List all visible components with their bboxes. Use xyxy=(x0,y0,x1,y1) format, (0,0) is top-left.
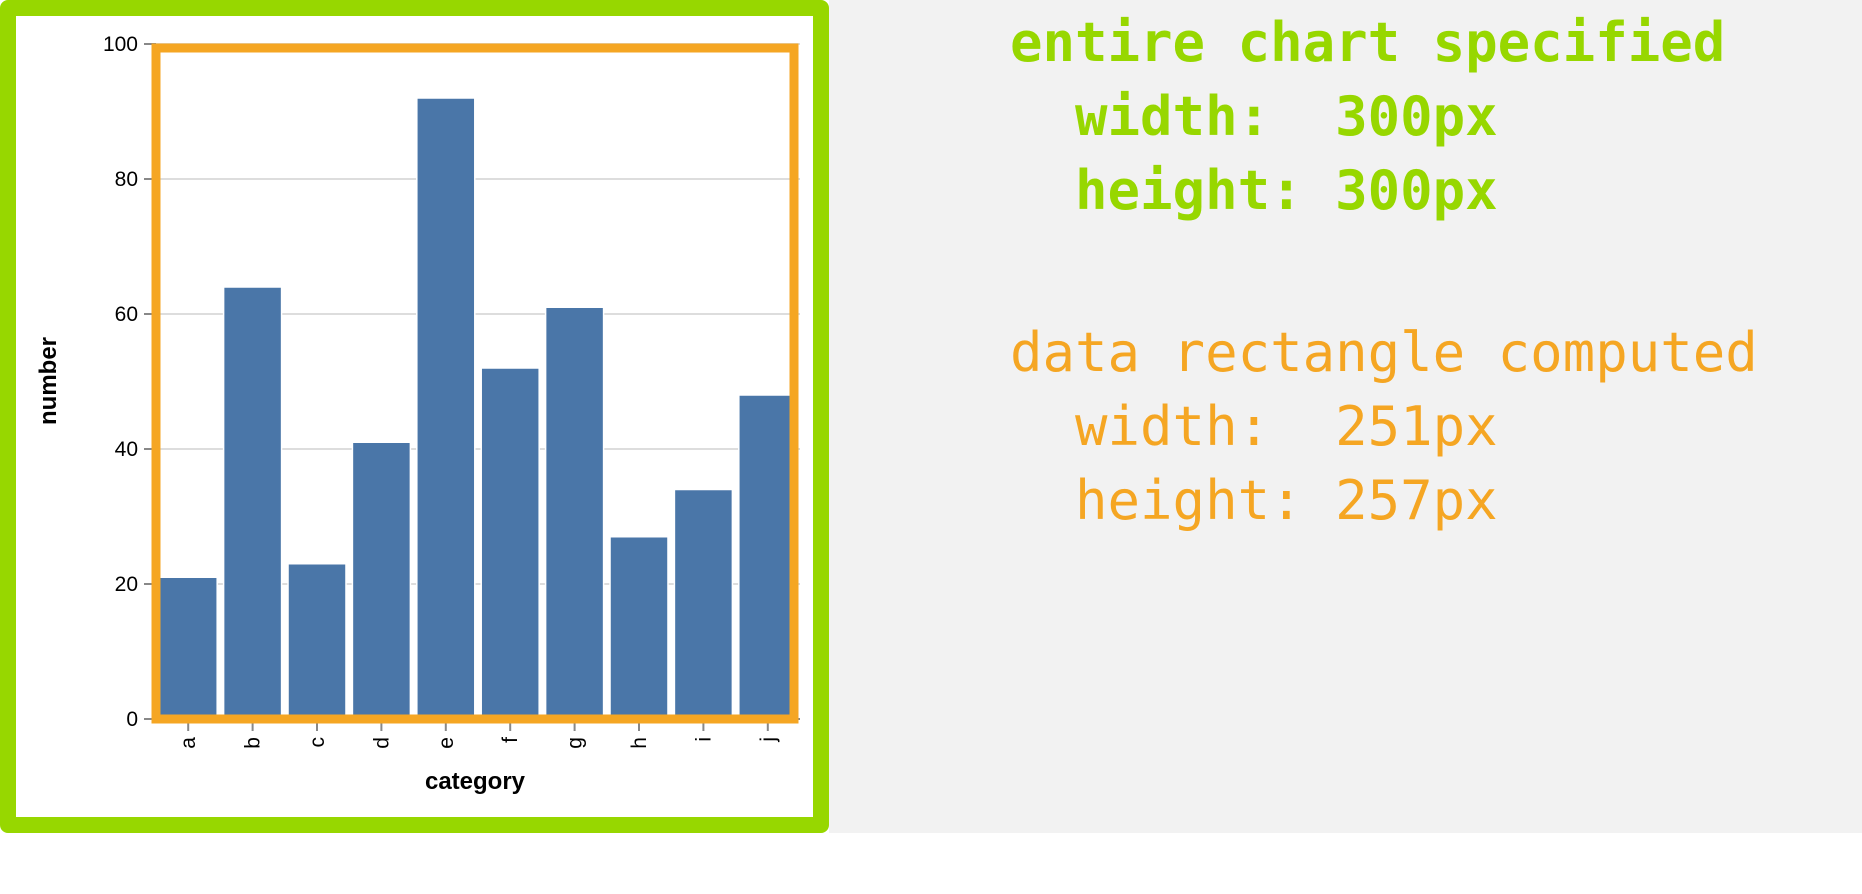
bar-f xyxy=(480,367,540,720)
bar-b xyxy=(222,286,283,720)
specified-width: width: 300px xyxy=(1010,85,1498,148)
x-tick-label-j: j xyxy=(757,737,780,743)
x-tick-label-f: f xyxy=(499,737,522,743)
y-tick-label: 80 xyxy=(115,168,138,191)
x-tick-label-h: h xyxy=(628,737,651,749)
bar-j xyxy=(738,394,798,720)
bar-d xyxy=(351,441,412,720)
x-tick-label-e: e xyxy=(435,737,458,749)
bar-h xyxy=(609,536,669,720)
y-tick-label: 100 xyxy=(103,33,138,56)
y-tick-label: 40 xyxy=(115,438,138,461)
x-tick-label-d: d xyxy=(370,737,393,749)
computed-title: data rectangle computed xyxy=(1010,321,1758,384)
specified-height: height: 300px xyxy=(1010,159,1498,222)
x-axis-title: category xyxy=(425,768,526,795)
y-tick-label: 0 xyxy=(126,708,138,731)
data-rectangle-outline xyxy=(151,43,799,724)
x-tick-label-a: a xyxy=(177,737,200,749)
chart-outer-frame xyxy=(0,0,829,833)
x-tick-label-i: i xyxy=(692,737,715,742)
y-tick-label: 60 xyxy=(115,303,138,326)
x-tick-label-b: b xyxy=(242,737,265,749)
annotation-panel xyxy=(829,0,1862,833)
y-axis-title: number xyxy=(35,337,62,425)
bar-i xyxy=(673,488,734,720)
y-tick-label: 20 xyxy=(115,573,138,596)
computed-height: height: 257px xyxy=(1010,469,1498,532)
x-tick-label-c: c xyxy=(306,737,329,748)
bar-c xyxy=(287,563,347,720)
x-tick-label-g: g xyxy=(564,737,587,749)
computed-width: width: 251px xyxy=(1010,395,1498,458)
bars xyxy=(158,97,798,720)
bar-a xyxy=(158,576,218,720)
bar-g xyxy=(544,306,605,720)
specified-title: entire chart specified xyxy=(1010,11,1726,74)
bar-e xyxy=(416,97,476,720)
bar-chart: 0 20 40 60 80 100 a b c d e f g h i j category number xyxy=(35,33,800,795)
